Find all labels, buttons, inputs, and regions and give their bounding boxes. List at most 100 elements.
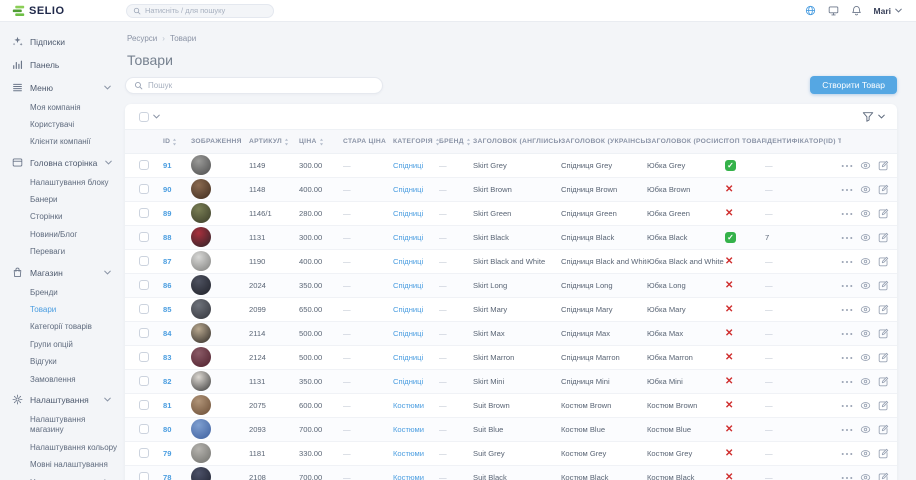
product-category-link[interactable]: Спідниці	[393, 329, 424, 338]
sidebar-subitem[interactable]: Товари	[30, 305, 57, 315]
product-thumbnail[interactable]	[191, 418, 211, 439]
row-checkbox[interactable]	[139, 351, 149, 362]
row-checkbox[interactable]	[139, 375, 149, 386]
edit-icon[interactable]	[878, 424, 889, 435]
more-actions-icon[interactable]	[841, 164, 853, 168]
sidebar-subitem[interactable]: Відгуки	[30, 357, 57, 367]
more-actions-icon[interactable]	[841, 212, 853, 216]
more-actions-icon[interactable]	[841, 308, 853, 312]
row-checkbox[interactable]	[139, 159, 149, 170]
sidebar-item-menu[interactable]: Меню	[12, 76, 119, 99]
sidebar-subitem[interactable]: Налаштування кольору	[30, 442, 118, 452]
sidebar-subitem[interactable]: Банери	[30, 195, 58, 205]
product-thumbnail[interactable]	[191, 298, 211, 319]
product-id-link[interactable]: 79	[163, 449, 172, 458]
delete-icon[interactable]	[896, 280, 897, 291]
sidebar-subitem[interactable]: Налаштування магазину	[30, 414, 86, 435]
delete-icon[interactable]	[896, 352, 897, 363]
product-category-link[interactable]: Спідниці	[393, 305, 424, 314]
delete-icon[interactable]	[896, 400, 897, 411]
product-id-link[interactable]: 82	[163, 377, 172, 386]
view-icon[interactable]	[860, 232, 871, 243]
product-id-link[interactable]: 90	[163, 185, 172, 194]
row-checkbox[interactable]	[139, 399, 149, 410]
view-icon[interactable]	[860, 304, 871, 315]
sidebar-subitem[interactable]: Налаштування блоку	[30, 177, 109, 187]
product-id-link[interactable]: 78	[163, 473, 172, 480]
breadcrumb-resources[interactable]: Ресурси	[127, 34, 158, 43]
product-thumbnail[interactable]	[191, 250, 211, 271]
product-thumbnail[interactable]	[191, 466, 211, 480]
breadcrumb-products[interactable]: Товари	[169, 34, 197, 43]
chevron-down-icon[interactable]	[153, 114, 160, 119]
view-icon[interactable]	[860, 280, 871, 291]
sidebar-subitem[interactable]: Сторінки	[30, 212, 63, 222]
product-category-link[interactable]: Спідниці	[393, 257, 424, 266]
product-id-link[interactable]: 85	[163, 305, 172, 314]
delete-icon[interactable]	[896, 160, 897, 171]
column-header-sku[interactable]: АРТИКУЛ	[249, 138, 299, 146]
product-id-link[interactable]: 91	[163, 161, 172, 170]
more-actions-icon[interactable]	[841, 356, 853, 360]
edit-icon[interactable]	[878, 352, 889, 363]
product-thumbnail[interactable]	[191, 346, 211, 367]
product-thumbnail[interactable]	[191, 154, 211, 175]
edit-icon[interactable]	[878, 208, 889, 219]
row-checkbox[interactable]	[139, 231, 149, 242]
delete-icon[interactable]	[896, 376, 897, 387]
delete-icon[interactable]	[896, 448, 897, 459]
product-thumbnail[interactable]	[191, 178, 211, 199]
product-id-link[interactable]: 88	[163, 233, 172, 242]
row-checkbox[interactable]	[139, 447, 149, 458]
column-header-id[interactable]: ID	[163, 138, 191, 146]
edit-icon[interactable]	[878, 400, 889, 411]
delete-icon[interactable]	[896, 328, 897, 339]
user-menu[interactable]: Mari	[874, 6, 902, 16]
desktop-monitor-icon[interactable]	[828, 5, 839, 16]
product-thumbnail[interactable]	[191, 394, 211, 415]
global-search-input[interactable]	[145, 6, 267, 15]
more-actions-icon[interactable]	[841, 260, 853, 264]
column-header-cat[interactable]: КАТЕГОРІЯ	[393, 138, 439, 146]
edit-icon[interactable]	[878, 256, 889, 267]
product-id-link[interactable]: 87	[163, 257, 172, 266]
sidebar-subitem[interactable]: Моя компанія	[30, 102, 81, 112]
product-category-link[interactable]: Спідниці	[393, 209, 424, 218]
row-checkbox[interactable]	[139, 423, 149, 434]
delete-icon[interactable]	[896, 232, 897, 243]
select-all-checkbox[interactable]	[139, 111, 149, 122]
sidebar-item-bar-chart[interactable]: Панель	[12, 53, 119, 76]
notifications-bell-icon[interactable]	[851, 5, 862, 16]
delete-icon[interactable]	[896, 304, 897, 315]
product-category-link[interactable]: Костюми	[393, 473, 424, 480]
chevron-down-icon[interactable]	[102, 270, 113, 275]
more-actions-icon[interactable]	[841, 332, 853, 336]
product-thumbnail[interactable]	[191, 322, 211, 343]
delete-icon[interactable]	[896, 424, 897, 435]
app-logo[interactable]: SELIO	[12, 5, 108, 17]
sidebar-item-gear[interactable]: Налаштування	[12, 388, 119, 411]
product-category-link[interactable]: Спідниці	[393, 185, 424, 194]
sidebar-subitem[interactable]: Бренди	[30, 287, 58, 297]
edit-icon[interactable]	[878, 160, 889, 171]
row-checkbox[interactable]	[139, 327, 149, 338]
edit-icon[interactable]	[878, 280, 889, 291]
product-category-link[interactable]: Спідниці	[393, 377, 424, 386]
column-header-brand[interactable]: БРЕНД	[439, 138, 473, 146]
product-id-link[interactable]: 80	[163, 425, 172, 434]
sidebar-subitem[interactable]: Переваги	[30, 247, 66, 257]
sidebar-subitem[interactable]: Групи опцій	[30, 339, 73, 349]
more-actions-icon[interactable]	[841, 452, 853, 456]
edit-icon[interactable]	[878, 304, 889, 315]
chevron-down-icon[interactable]	[878, 114, 885, 119]
filter-funnel-icon[interactable]	[862, 111, 874, 123]
row-checkbox[interactable]	[139, 303, 149, 314]
view-icon[interactable]	[860, 328, 871, 339]
product-id-link[interactable]: 86	[163, 281, 172, 290]
edit-icon[interactable]	[878, 472, 889, 480]
view-icon[interactable]	[860, 184, 871, 195]
product-thumbnail[interactable]	[191, 274, 211, 295]
edit-icon[interactable]	[878, 376, 889, 387]
view-icon[interactable]	[860, 160, 871, 171]
language-globe-icon[interactable]	[805, 5, 816, 16]
